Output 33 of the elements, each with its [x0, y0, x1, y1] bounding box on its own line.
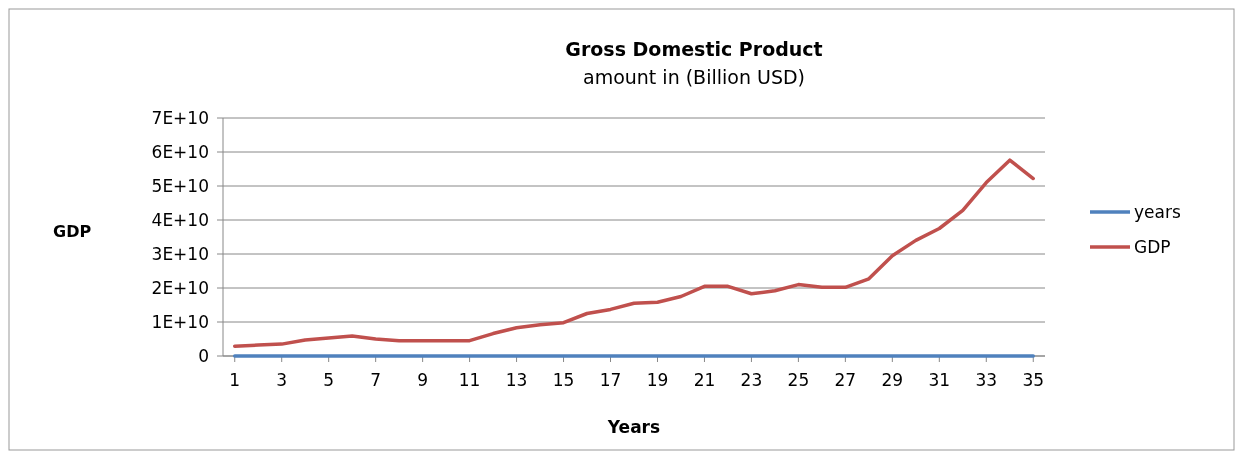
y-tick-label: 2E+10 — [151, 277, 209, 298]
x-tick-label: 17 — [599, 370, 622, 390]
y-tick-label: 7E+10 — [151, 107, 209, 128]
y-tick-label: 4E+10 — [151, 209, 209, 230]
x-tick-label: 5 — [323, 370, 335, 390]
x-tick-label: 11 — [458, 370, 481, 390]
y-tick-label: 3E+10 — [151, 243, 209, 264]
x-tick-label: 19 — [646, 370, 669, 390]
chart-subtitle: amount in (Billion USD) — [583, 66, 805, 88]
x-tick-label: 23 — [740, 370, 763, 390]
x-tick-label: 35 — [1022, 370, 1045, 390]
x-tick-label: 9 — [417, 370, 429, 390]
x-tick-label: 13 — [505, 370, 528, 390]
x-tick-label: 33 — [975, 370, 998, 390]
y-tick-label: 0 — [198, 345, 209, 366]
legend-label: years — [1134, 201, 1181, 222]
y-tick-label: 1E+10 — [151, 311, 209, 332]
chart-title: Gross Domestic Product — [565, 38, 823, 60]
y-axis-title: GDP — [53, 222, 92, 241]
x-tick-label: 7 — [370, 370, 382, 390]
x-tick-label: 15 — [552, 370, 575, 390]
x-axis-title: Years — [606, 417, 661, 437]
x-tick-label: 29 — [881, 370, 904, 390]
line-series — [232, 158, 1036, 348]
x-tick-label: 25 — [787, 370, 810, 390]
x-tick-label: 27 — [834, 370, 857, 390]
x-tick-label: 1 — [229, 370, 241, 390]
legend-label: GDP — [1134, 236, 1171, 257]
x-tick-label: 31 — [928, 370, 951, 390]
y-tick-label: 5E+10 — [151, 175, 209, 196]
x-tick-label: 3 — [276, 370, 288, 390]
y-tick-label: 6E+10 — [151, 141, 209, 162]
x-tick-label: 21 — [693, 370, 716, 390]
